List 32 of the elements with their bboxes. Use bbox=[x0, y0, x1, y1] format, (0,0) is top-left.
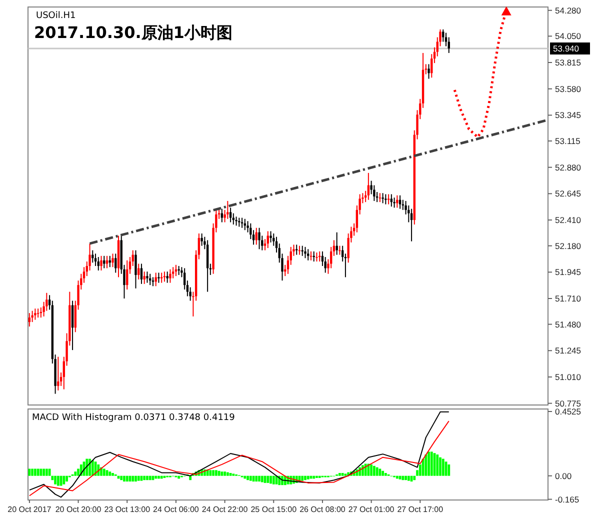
y-tick-label: 53.815 bbox=[555, 57, 582, 68]
x-tick-label: 25 Oct 15:00 bbox=[250, 505, 298, 514]
x-tick-label: 27 Oct 01:00 bbox=[348, 505, 395, 514]
text: 2017.10.30.原油1小时图 bbox=[34, 23, 232, 42]
y-tick-label: 52.180 bbox=[555, 240, 582, 251]
y-tick-label: 53.345 bbox=[555, 110, 582, 120]
x-tick-label: 20 Oct 2017 bbox=[8, 505, 52, 514]
y-tick-label: 51.245 bbox=[555, 346, 582, 356]
chart-subtitle: USOil.H1 bbox=[36, 11, 76, 21]
ref-line-label: 53.940 bbox=[553, 43, 580, 54]
x-tick-label: 24 Oct 06:00 bbox=[153, 505, 200, 514]
y-tick-label: 54.280 bbox=[555, 5, 582, 16]
y-tick-label: 54.050 bbox=[555, 31, 582, 42]
y-tick-label: 51.945 bbox=[555, 267, 582, 278]
x-tick-label: 23 Oct 13:00 bbox=[104, 505, 151, 514]
y-tick-label: 53.115 bbox=[555, 136, 581, 146]
y-tick-label: 51.480 bbox=[555, 319, 582, 330]
y-tick-label: 0.00 bbox=[555, 470, 572, 481]
y-tick-label: 52.645 bbox=[555, 188, 582, 199]
y-tick-label: 50.775 bbox=[555, 398, 582, 408]
y-tick-label: 52.880 bbox=[555, 162, 582, 172]
y-tick-label: 51.010 bbox=[555, 372, 582, 382]
x-tick-label: 20 Oct 20:00 bbox=[55, 505, 102, 514]
y-tick-label: 53.580 bbox=[555, 84, 582, 94]
chart-title: MACD With Histogram 0.0371 0.3748 0.4119 bbox=[32, 413, 236, 423]
y-tick-label: 52.410 bbox=[555, 215, 582, 226]
y-tick-label: 0.4525 bbox=[555, 406, 582, 416]
x-tick-label: 27 Oct 17:00 bbox=[397, 505, 444, 514]
y-tick-label: 51.710 bbox=[555, 293, 582, 304]
x-tick-label: 24 Oct 22:00 bbox=[202, 505, 248, 514]
x-tick-label: 26 Oct 08:00 bbox=[300, 505, 346, 514]
y-tick-label: -0.165 bbox=[555, 494, 580, 504]
